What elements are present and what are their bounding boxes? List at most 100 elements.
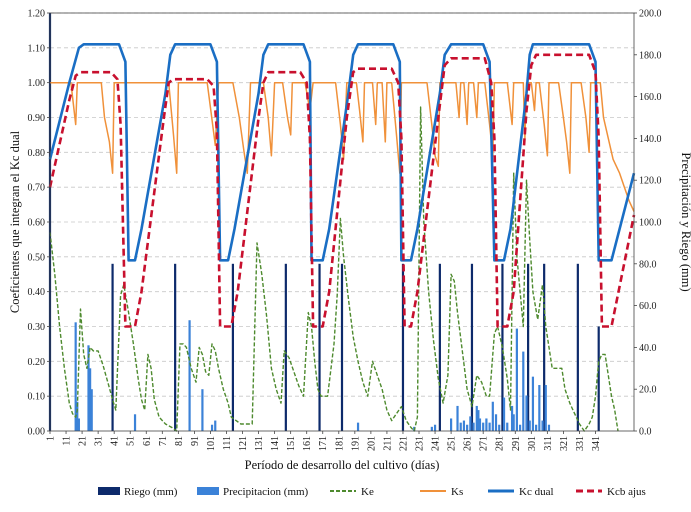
y-left-tick-label: 1.00 — [28, 78, 46, 89]
y-left-tick-label: 0.70 — [28, 183, 46, 194]
x-tick-label: 51 — [126, 436, 137, 446]
x-tick-label: 141 — [270, 436, 281, 451]
precipitacion-bar — [482, 422, 485, 431]
riego-bar — [284, 263, 287, 431]
precipitacion-bar — [459, 422, 462, 431]
x-tick-label: 91 — [190, 436, 201, 446]
y-left-tick-label: 0.90 — [28, 113, 46, 124]
y-right-tick-label: 140.0 — [639, 134, 662, 145]
x-tick-label: 81 — [174, 436, 185, 446]
precipitacion-bar — [528, 420, 531, 431]
precipitacion-bar — [522, 351, 525, 431]
ke-line — [49, 106, 619, 432]
precipitacion-bar — [531, 376, 535, 431]
y-right-tick-label: 180.0 — [639, 50, 662, 61]
y-left-tick-label: 0.40 — [28, 287, 46, 298]
precipitacion-bar — [133, 414, 137, 431]
precipitacion-bar — [538, 385, 541, 431]
x-tick-label: 161 — [302, 436, 313, 451]
precipitacion-bar — [466, 424, 469, 431]
y-right-tick-label: 200.0 — [639, 9, 662, 20]
precipitacion-bar — [502, 397, 506, 431]
precipitacion-bar — [201, 389, 204, 431]
y-right-tick-label: 100.0 — [639, 218, 662, 229]
precipitacion-bar — [512, 414, 515, 431]
precipitacion-bar — [472, 422, 475, 431]
precipitacion-bar — [491, 401, 494, 431]
precipitacion-bar — [462, 420, 466, 431]
kcb-ajus-line — [48, 53, 636, 328]
precipitacion-bar — [433, 424, 437, 431]
ks-line — [50, 81, 635, 212]
y-left-tick-label: 0.30 — [28, 322, 46, 333]
x-tick-label: 171 — [318, 436, 329, 451]
y-right-axis-ticks: 0.0 20.0 40.0 60.0 80.0 100.0 120.0 140.0 160.0 1… — [634, 9, 662, 438]
x-tick-label: 101 — [206, 436, 217, 451]
legend-label-ks: Ks — [451, 486, 463, 498]
legend-swatch-riego — [98, 487, 120, 495]
x-axis-ticks: 1 11 21 31 41 51 61 71 81 91 101 111 121 131 141 151 161… — [46, 431, 602, 451]
x-tick-label: 21 — [78, 436, 89, 446]
y-right-tick-label: 0.0 — [639, 427, 652, 438]
legend-label-riego: Riego (mm) — [124, 486, 178, 498]
x-tick-label: 111 — [222, 436, 233, 450]
riego-bar — [543, 263, 546, 431]
y-left-tick-label: 0.80 — [28, 148, 46, 159]
precipitacion-bar — [89, 368, 92, 431]
precipitacion-bar — [77, 418, 80, 431]
y-left-tick-label: 0.00 — [28, 427, 46, 438]
riego-bar — [576, 263, 579, 431]
precipitacion-bar — [356, 422, 360, 431]
y-right-tick-label: 160.0 — [639, 92, 662, 103]
x-tick-label: 11 — [62, 436, 73, 446]
x-tick-label: 151 — [286, 436, 297, 451]
x-tick-label: 271 — [479, 436, 490, 451]
x-tick-label: 331 — [575, 436, 586, 451]
legend-swatch-precip — [197, 487, 219, 495]
precipitacion-bar — [477, 410, 480, 431]
x-tick-label: 71 — [158, 436, 169, 446]
precipitacion-bar — [214, 420, 217, 431]
x-tick-label: 31 — [94, 436, 105, 446]
riego-bar — [470, 263, 474, 431]
x-tick-label: 321 — [559, 436, 570, 451]
x-tick-label: 301 — [527, 436, 538, 451]
x-tick-label: 131 — [254, 436, 265, 451]
x-tick-label: 251 — [447, 436, 458, 451]
x-tick-label: 201 — [366, 436, 377, 451]
x-tick-label: 261 — [463, 436, 474, 451]
precipitacion-bar — [547, 424, 551, 431]
precipitacion-bar — [541, 420, 544, 431]
precipitacion-bar — [449, 418, 453, 431]
y-right-tick-label: 40.0 — [639, 343, 657, 354]
x-tick-label: 341 — [591, 436, 602, 451]
precipitacion-bar — [535, 424, 538, 431]
precipitacion-bar — [525, 395, 528, 431]
x-tick-label: 211 — [382, 436, 393, 451]
precipitacion-bar — [510, 405, 514, 431]
riego-bar — [597, 326, 600, 431]
x-tick-label: 291 — [511, 436, 522, 451]
x-tick-label: 181 — [334, 436, 345, 451]
y-right-tick-label: 20.0 — [639, 385, 657, 396]
riego-bar — [231, 263, 235, 431]
legend-label-kcb: Kcb ajus — [607, 486, 646, 498]
y-right-tick-label: 60.0 — [639, 301, 657, 312]
precipitacion-bar — [544, 385, 547, 431]
precipitacion-bar — [515, 328, 518, 431]
riego-bar — [111, 263, 114, 431]
y-left-tick-label: 0.50 — [28, 252, 46, 263]
y-left-tick-label: 0.60 — [28, 218, 46, 229]
y-left-axis-ticks: 0.00 0.10 0.20 0.30 0.40 0.50 0.60 0.70 0.80 0.90… — [28, 9, 50, 438]
precipitacion-bar — [210, 424, 214, 431]
precipitacion-bar — [475, 405, 478, 431]
x-tick-label: 121 — [238, 436, 249, 451]
precipitacion-bar — [506, 422, 509, 431]
legend-label-kcdual: Kc dual — [519, 486, 554, 498]
precipitacion-bar — [469, 416, 472, 431]
y-right-axis-title: Precipitación y Riego (mm) — [679, 152, 691, 291]
precipitacion-bars — [74, 320, 551, 431]
legend-label-precip: Precipitacion (mm) — [223, 486, 309, 498]
precipitacion-bar — [456, 405, 459, 431]
riego-bar — [401, 263, 405, 431]
